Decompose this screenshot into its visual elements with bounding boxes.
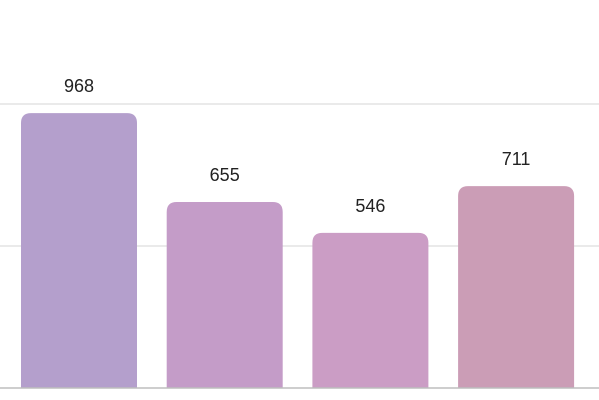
data-label: 546 xyxy=(355,196,385,216)
bar xyxy=(166,201,283,388)
bar xyxy=(458,186,575,388)
data-label: 968 xyxy=(64,76,94,96)
bar xyxy=(21,113,137,388)
bars xyxy=(21,113,575,388)
bar xyxy=(312,232,429,388)
data-labels: 968 655 546 711 xyxy=(64,76,530,216)
data-label: 711 xyxy=(502,149,531,169)
data-label: 655 xyxy=(210,165,240,185)
